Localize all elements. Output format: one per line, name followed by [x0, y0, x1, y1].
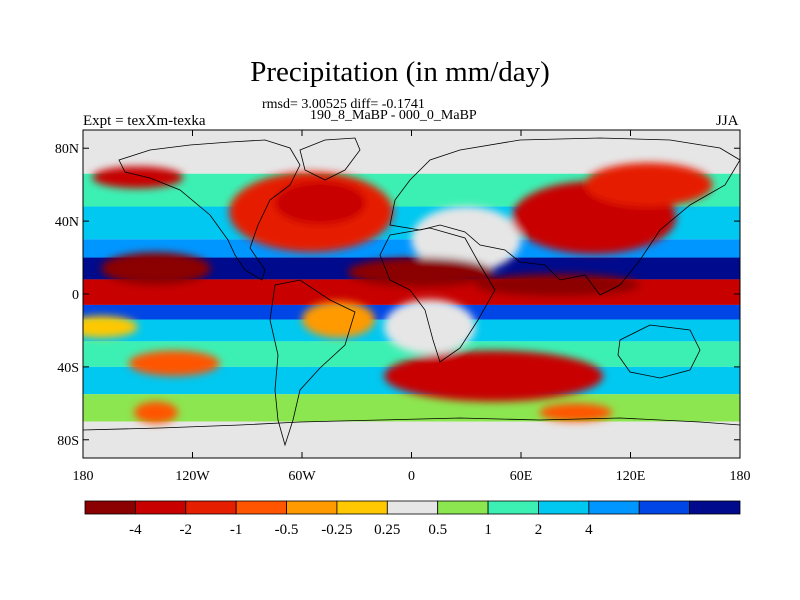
colorbar-swatch — [336, 500, 388, 515]
colorbar-label: 1 — [484, 522, 492, 538]
field-anomaly — [92, 166, 184, 189]
colorbar-swatch — [84, 500, 136, 515]
field-anomaly — [101, 252, 211, 285]
colorbar-swatch — [185, 500, 237, 515]
colorbar-swatch — [538, 500, 590, 515]
field-anomaly — [384, 350, 604, 402]
field-band — [83, 394, 740, 422]
field-anomaly — [475, 273, 640, 296]
lat-tick-label: 40N — [55, 215, 79, 230]
colorbar-swatch — [386, 500, 439, 515]
coastline-antarctica — [83, 417, 740, 431]
lon-tick-label: 60E — [510, 469, 533, 484]
field-anomaly — [134, 401, 178, 424]
field-anomaly — [83, 315, 138, 338]
map-title: Precipitation (in mm/day) — [250, 56, 550, 88]
colorbar-swatch — [134, 500, 187, 515]
field-anomaly — [274, 181, 366, 225]
colorbar-swatch — [588, 500, 640, 515]
colorbar-label: -0.25 — [321, 522, 352, 538]
coastline-africa — [379, 227, 496, 363]
colorbar-label: -4 — [129, 522, 142, 538]
lat-tick-label: 0 — [72, 288, 79, 303]
colorbar-swatch — [235, 500, 287, 515]
longitude-axis: 180 120W 60W 0 60E 120E 180 — [73, 130, 751, 484]
colorbar-swatch — [487, 500, 539, 515]
colorbar-label: -1 — [230, 522, 243, 538]
coastline-eurasia — [389, 137, 740, 296]
coastlines — [83, 137, 740, 447]
lon-tick-label: 180 — [730, 469, 751, 484]
lon-tick-label: 180 — [73, 469, 94, 484]
coastline-south-america — [269, 279, 356, 447]
colorbar: -4 -2 -1 -0.5 -0.25 0.25 0.5 1 2 4 — [84, 500, 741, 538]
coastline-greenland — [299, 137, 361, 181]
experiment-label: Expt = texXm-texka — [83, 113, 206, 129]
field-anomaly — [302, 301, 375, 338]
field-anomaly — [347, 257, 494, 287]
colorbar-swatch — [437, 500, 489, 515]
stats-text: rmsd= 3.00525 diff= -0.1741 — [262, 97, 425, 112]
colorbar-label: 0.25 — [374, 522, 400, 538]
colorbar-label: 2 — [535, 522, 543, 538]
coastline-australia — [617, 324, 701, 379]
map-field — [83, 130, 740, 458]
lat-tick-label: 80S — [57, 434, 79, 449]
field-anomaly — [539, 403, 613, 422]
lat-tick-label: 40S — [57, 361, 79, 376]
colorbar-swatch — [638, 500, 691, 515]
colorbar-label: -2 — [180, 522, 193, 538]
lon-tick-label: 120W — [175, 469, 210, 484]
lon-tick-label: 120E — [616, 469, 646, 484]
colorbar-label: 0.5 — [428, 522, 447, 538]
coastline-north-america — [118, 139, 301, 281]
colorbar-swatch — [689, 500, 741, 515]
colorbar-swatch — [286, 500, 338, 515]
colorbar-label: -0.5 — [275, 522, 299, 538]
lon-tick-label: 0 — [408, 469, 415, 484]
field-anomaly — [584, 162, 713, 207]
lat-tick-label: 80N — [55, 142, 79, 157]
latitude-axis: 80N 40N 0 40S 80S — [55, 142, 740, 449]
field-anomaly — [411, 206, 521, 273]
season-label: JJA — [716, 113, 739, 129]
subtitle-text: 190_8_MaBP - 000_0_MaBP — [310, 108, 477, 123]
field-anomaly — [128, 350, 220, 376]
field-band — [83, 421, 740, 458]
colorbar-label: 4 — [585, 522, 593, 538]
lon-tick-label: 60W — [288, 469, 316, 484]
